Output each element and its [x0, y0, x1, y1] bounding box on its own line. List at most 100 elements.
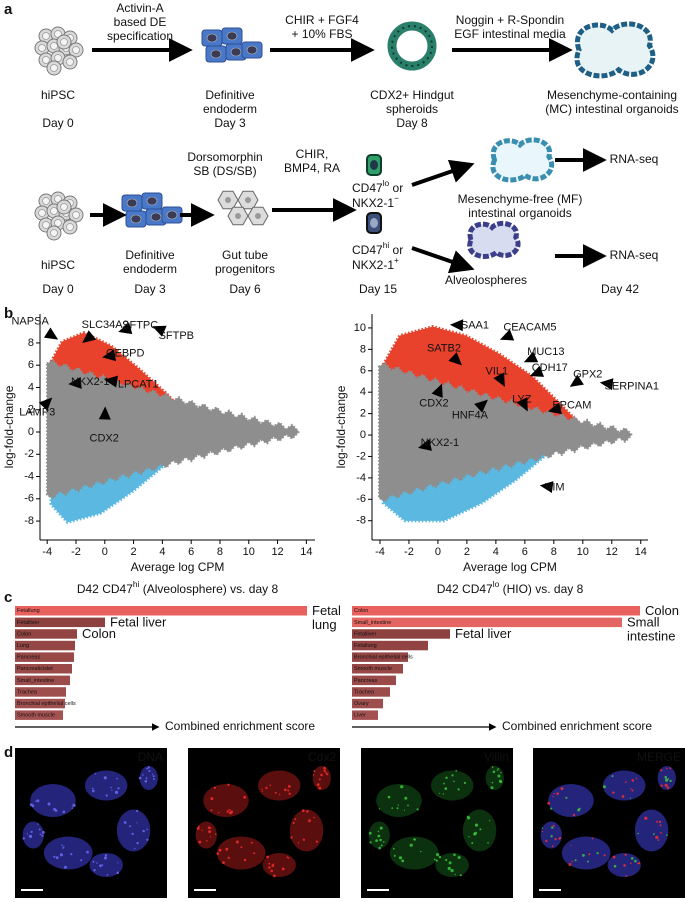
- signal-dot: [420, 850, 422, 853]
- label-line: Colon: [645, 603, 679, 618]
- signal-dot: [552, 824, 555, 827]
- signal-dot: [268, 866, 271, 869]
- signal-dot: [269, 784, 272, 787]
- signal-dot: [80, 859, 83, 862]
- bar: [352, 710, 378, 720]
- tissue: [435, 853, 469, 877]
- signal-dot: [489, 820, 491, 822]
- nucleus: [130, 214, 142, 224]
- bar-category-label: Pancreas: [17, 655, 40, 661]
- signal-dot: [631, 789, 634, 792]
- signal-dot: [62, 810, 66, 814]
- annotation-arrow: [98, 406, 111, 420]
- signal-dot: [436, 853, 440, 857]
- signal-dot: [624, 853, 627, 856]
- gene-label: GPX2: [573, 369, 602, 381]
- label-line: Alveolospheres: [445, 273, 527, 287]
- tissue: [548, 784, 594, 817]
- signal-dot: [38, 828, 41, 831]
- signal-dot: [117, 862, 119, 864]
- signal-dot: [541, 827, 544, 829]
- signal-dot: [297, 842, 300, 844]
- tissue: [116, 809, 151, 852]
- bar-category-label: Fetallung: [17, 608, 40, 614]
- signal-dot: [409, 843, 413, 847]
- y-tick-label: 2: [28, 404, 34, 416]
- y-axis-label: log-fold-change: [2, 385, 16, 468]
- nucleus: [226, 31, 238, 41]
- label-part: (Alveolosphere) vs. day 8: [139, 582, 278, 596]
- signal-dot: [442, 793, 445, 795]
- annotation-arrow: [104, 375, 118, 388]
- signal-dot: [147, 766, 150, 769]
- signal-dot: [197, 825, 200, 828]
- label-line: SB (DS/SB): [193, 164, 256, 178]
- label-line: spheroids: [386, 102, 438, 116]
- bar-annotation: Fetal liver: [455, 626, 512, 641]
- gene-label: MUC13: [527, 346, 564, 358]
- y-tick-label: 2: [360, 408, 366, 420]
- signal-dot: [565, 796, 568, 799]
- label-part: hi: [133, 579, 140, 589]
- label-line: progenitors: [215, 262, 275, 276]
- alveolosphere-icon: [467, 220, 521, 259]
- signal-dot: [294, 818, 297, 821]
- panel-label: c: [4, 589, 12, 606]
- signal-dot: [250, 841, 253, 844]
- signal-dot: [443, 782, 445, 785]
- tissue: [657, 766, 676, 790]
- annotation-arrow: [448, 352, 462, 366]
- signal-dot: [31, 804, 35, 808]
- label-line: CDX2+ Hindgut: [370, 88, 454, 102]
- signal-dot: [666, 767, 668, 770]
- signal-dot: [104, 854, 108, 857]
- y-tick-label: -2: [356, 450, 366, 462]
- label-line: endoderm: [123, 262, 177, 276]
- signal-dot: [92, 860, 95, 863]
- label-line: Definitive: [205, 88, 255, 102]
- bar: [352, 687, 390, 697]
- nucleus: [42, 221, 50, 229]
- label: Day 15: [359, 282, 397, 296]
- annotation-arrow: [118, 322, 133, 335]
- panel-label: d: [4, 744, 13, 761]
- label-line: (MC) intestinal organoids: [545, 102, 678, 116]
- signal-dot: [570, 844, 572, 847]
- gene-label: LPCAT1: [118, 379, 159, 391]
- signal-dot: [271, 864, 275, 867]
- x-tick-label: 4: [493, 546, 499, 558]
- signal-dot: [572, 813, 576, 817]
- tissue: [216, 836, 266, 870]
- signal-dot: [571, 860, 573, 863]
- label-line: + 10% FBS: [291, 27, 352, 41]
- signal-dot: [635, 777, 638, 780]
- tissue: [485, 766, 504, 790]
- signal-dot: [323, 769, 326, 773]
- signal-dot: [288, 792, 291, 795]
- other-genes-cloud: [377, 361, 633, 503]
- gene-label: GEBPD: [106, 347, 145, 359]
- annotation-arrow: [417, 439, 432, 451]
- signal-dot: [453, 780, 455, 783]
- label: NKX2-1+: [352, 255, 399, 272]
- signal-dot: [664, 783, 668, 787]
- signal-dot: [407, 804, 409, 807]
- label: Noggin + R-Spondin EGF intestinal media: [454, 13, 566, 41]
- nucleus: [38, 44, 46, 52]
- gene-label: CDX2: [419, 398, 448, 410]
- signal-dot: [290, 836, 293, 839]
- signal-dot: [106, 874, 109, 876]
- annotation-arrow: [474, 399, 488, 413]
- x-tick-label: 0: [102, 546, 108, 558]
- bar-annotation: Small intestine: [627, 615, 675, 644]
- signal-dot: [492, 770, 496, 774]
- signal-dot: [61, 844, 63, 847]
- signal-dot: [198, 840, 202, 844]
- x-tick-label: 14: [635, 546, 647, 558]
- bar: [352, 698, 383, 709]
- tissue: [462, 809, 497, 852]
- label-part: or: [389, 181, 403, 195]
- label: CD47hi or: [352, 240, 403, 257]
- label-line: Fetal liver: [110, 615, 167, 630]
- gut-tube-icon: [217, 190, 269, 226]
